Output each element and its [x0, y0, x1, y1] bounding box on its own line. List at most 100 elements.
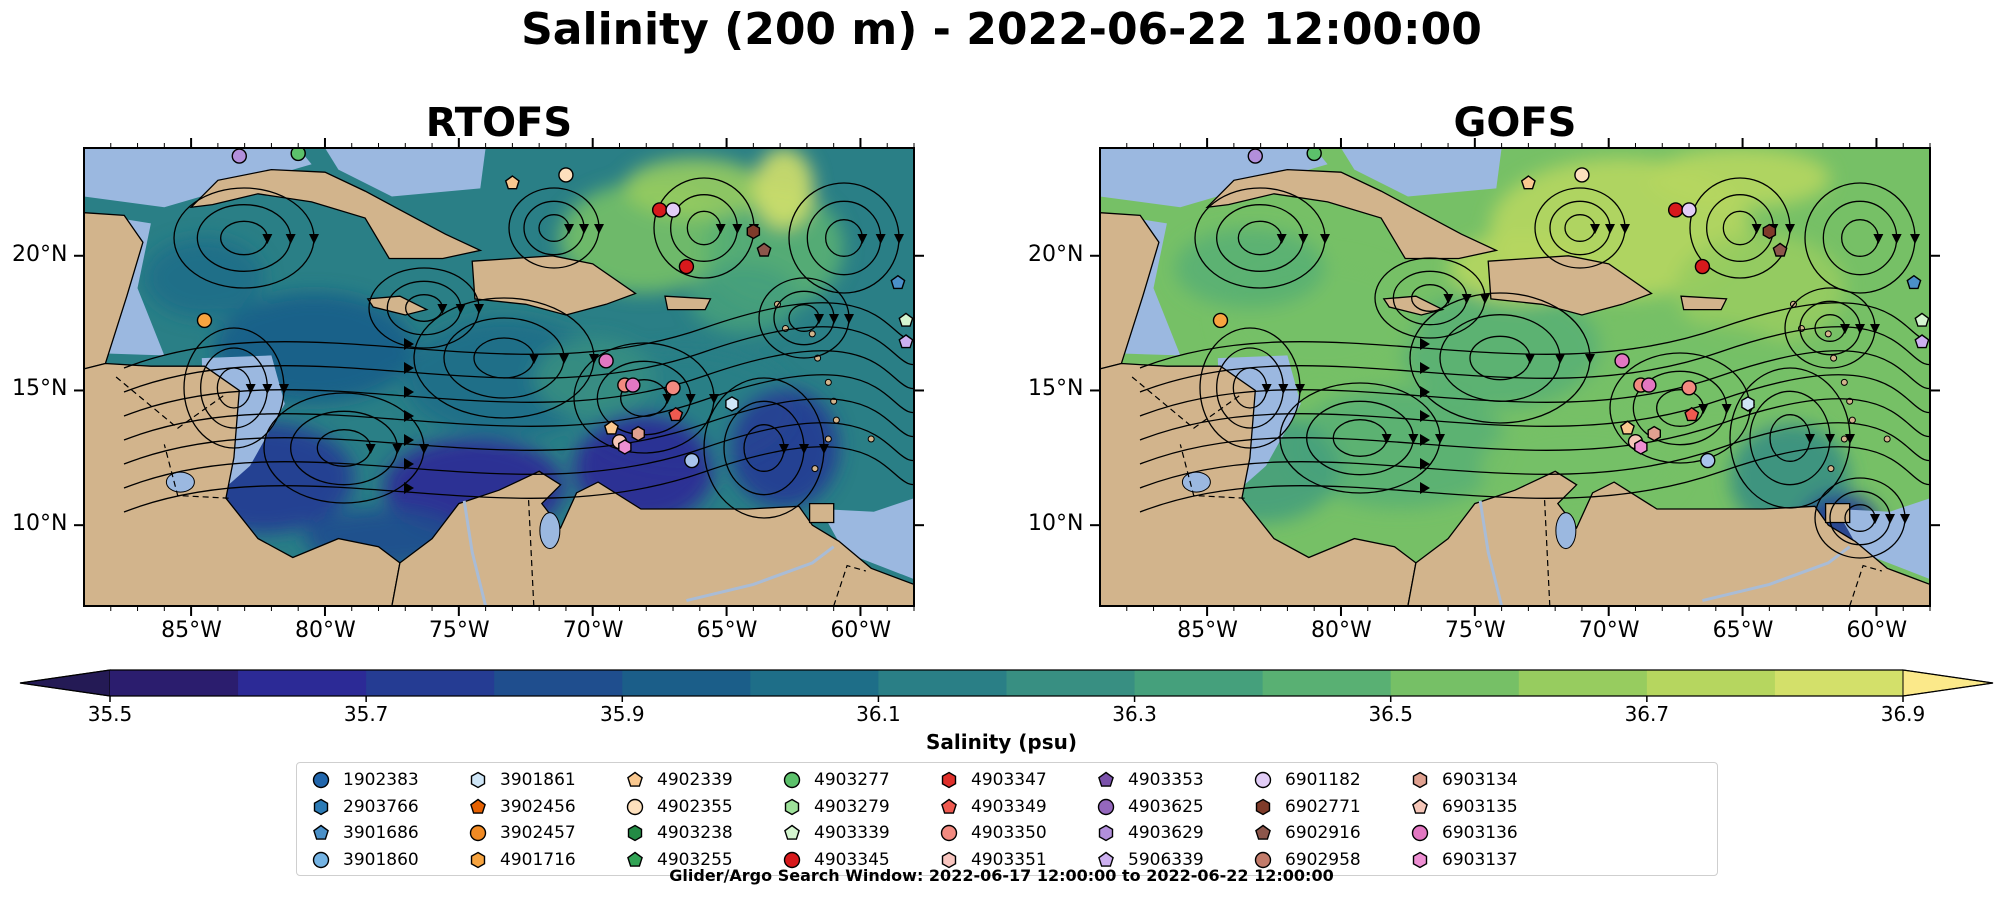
legend-label: 4901716	[500, 849, 576, 870]
float-marker	[651, 202, 668, 218]
float-marker	[1700, 452, 1716, 469]
legend-item: 4902339	[625, 767, 733, 793]
float-marker	[631, 425, 645, 442]
float-marker	[898, 312, 914, 327]
gofs-panel-title: GOFS	[1453, 100, 1577, 146]
hexagon-marker-icon	[470, 771, 486, 789]
legend-item: 4903350	[939, 820, 1047, 846]
pentagon-marker-icon	[784, 824, 800, 840]
gofs-map-panel[interactable]	[1090, 138, 1940, 616]
legend-item: 4903345	[782, 847, 890, 873]
colorbar-label: Salinity (psu)	[925, 730, 1077, 754]
float-marker	[1772, 242, 1788, 257]
legend-label: 6903136	[1442, 823, 1518, 843]
float-marker	[1694, 258, 1711, 275]
float-marker	[196, 312, 213, 329]
colorbar-segment	[1518, 670, 1648, 696]
float-marker	[898, 334, 914, 349]
legend-item: 4903339	[782, 820, 890, 846]
legend-item: 6903136	[1410, 820, 1518, 846]
legend-item: 5906339	[1096, 847, 1204, 873]
float-marker	[678, 258, 695, 275]
lon-tick-label: 75°W	[1444, 618, 1506, 643]
legend-label: 6901182	[1285, 770, 1361, 790]
legend-label: 4903629	[1128, 823, 1204, 843]
legend-label: 3901686	[343, 823, 419, 843]
colorbar-segment	[622, 670, 751, 696]
figure-title: Salinity (200 m) - 2022-06-22 12:00:00	[521, 4, 1482, 55]
float-marker	[684, 452, 700, 469]
float-marker	[1614, 353, 1630, 369]
pentagon-marker-icon	[470, 798, 486, 814]
legend-label: 6903135	[1442, 796, 1518, 817]
float-marker	[1681, 202, 1697, 218]
colorbar-segment	[1390, 670, 1520, 696]
hexagon-marker-icon	[941, 771, 957, 789]
colorbar-tick-label: 36.1	[856, 702, 901, 726]
float-marker	[1641, 377, 1657, 393]
lat-tick-label: 20°N	[12, 241, 68, 267]
float-marker	[1574, 167, 1590, 183]
float-marker	[1212, 312, 1229, 329]
legend-item: 4903353	[1096, 767, 1204, 793]
colorbar-tick-label: 35.7	[343, 702, 389, 726]
colorbar-segment	[494, 670, 623, 696]
legend-item: 6902958	[1253, 847, 1361, 873]
colorbar-segment	[1262, 670, 1392, 696]
float-marker	[1681, 380, 1697, 396]
legend-item: 4901716	[468, 847, 576, 873]
pentagon-marker-icon	[313, 824, 329, 840]
float-marker	[290, 148, 306, 162]
lon-tick-label: 70°W	[562, 618, 624, 643]
legend-item: 4903625	[1096, 794, 1204, 820]
hexagon-marker-icon	[1098, 824, 1114, 842]
float-marker	[665, 202, 681, 218]
colorbar-tick-label: 35.9	[600, 702, 645, 726]
legend-label: 6903134	[1442, 770, 1518, 790]
circle-marker-icon	[940, 824, 958, 842]
lon-tick-label: 65°W	[1712, 618, 1774, 643]
legend-label: 4903349	[971, 796, 1047, 817]
hexagon-marker-icon	[627, 824, 643, 842]
colorbar-tick-label: 36.7	[1624, 702, 1670, 726]
legend-label: 4903277	[814, 770, 890, 790]
legend-label: 4903350	[971, 823, 1047, 843]
float-legend: 1902383 2903766 3901686 3901860 3901861 39024…	[296, 762, 1718, 876]
circle-marker-icon	[312, 771, 330, 789]
lat-tick-label: 10°N	[1028, 511, 1084, 537]
legend-label: 4903279	[814, 796, 890, 817]
legend-item: 6901182	[1253, 767, 1361, 793]
colorbar-under-extend	[19, 669, 111, 697]
rtofs-map-panel[interactable]	[74, 138, 924, 616]
float-marker	[1634, 439, 1648, 455]
legend-item: 4903629	[1096, 820, 1204, 846]
float-marker	[1914, 312, 1930, 327]
legend-label: 4903255	[657, 849, 733, 870]
lat-tick-label: 15°N	[12, 376, 68, 402]
legend-item: 4902355	[625, 794, 733, 820]
legend-label: 4903351	[971, 849, 1047, 870]
circle-marker-icon	[469, 824, 487, 842]
colorbar-over-extend	[1902, 669, 1994, 697]
colorbar-segment	[750, 670, 879, 696]
lat-tick-label: 20°N	[1028, 241, 1084, 267]
pentagon-marker-icon	[1255, 824, 1271, 840]
legend-item: 1902383	[311, 767, 419, 793]
float-marker	[603, 420, 619, 435]
hexagon-marker-icon	[941, 851, 957, 868]
hexagon-marker-icon	[784, 798, 800, 815]
legend-label: 1902383	[343, 770, 419, 790]
pentagon-marker-icon	[1412, 798, 1428, 814]
float-marker	[1906, 274, 1922, 290]
float-marker	[1667, 202, 1684, 218]
legend-label: 3902457	[500, 823, 576, 843]
lon-tick-label: 85°W	[1177, 618, 1238, 643]
legend-label: 4902355	[657, 796, 733, 817]
lon-tick-label: 60°W	[830, 618, 892, 643]
legend-label: 4903347	[971, 770, 1047, 790]
legend-label: 6903137	[1442, 849, 1518, 870]
rtofs-panel-title: RTOFS	[425, 100, 573, 146]
legend-label: 6902916	[1285, 823, 1361, 843]
circle-marker-icon	[1254, 851, 1272, 868]
